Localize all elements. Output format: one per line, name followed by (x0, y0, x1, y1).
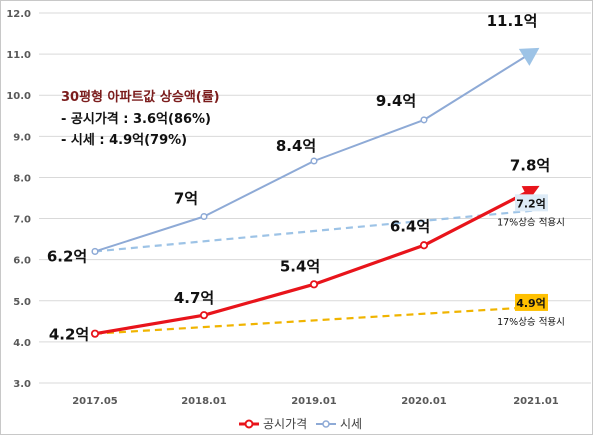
projection-label-box (515, 194, 548, 212)
data-label: 6.2억 (47, 247, 87, 265)
data-point (200, 212, 208, 221)
annotation-line-2: - 시세 : 4.9억(79%) (61, 133, 187, 148)
legend-marker-official-price (244, 419, 254, 429)
data-point (419, 241, 429, 250)
data-point (91, 247, 99, 255)
data-point (420, 116, 428, 124)
projection-label: 4.9억 (516, 297, 546, 310)
data-label: 11.1억 (487, 12, 538, 30)
series-arrowhead (521, 185, 540, 201)
legend-label-official-price: 공시가격 (263, 417, 307, 431)
projection-label: 7.2억 (516, 197, 546, 210)
series-arrowhead (518, 47, 540, 66)
data-point (309, 280, 319, 289)
legend-marker-market-price (322, 420, 330, 428)
y-tick-label: 10.0 (6, 91, 31, 102)
x-tick-label: 2017.05 (72, 396, 118, 407)
annotation-line-1: - 공시가격 : 3.6억(86%) (61, 112, 211, 127)
series-lines (90, 47, 540, 338)
projection-note: 17%상승 적용시 (497, 316, 565, 328)
y-tick-label: 6.0 (13, 256, 31, 267)
x-tick-label: 2020.01 (401, 396, 447, 407)
x-tick-label: 2018.01 (181, 396, 227, 407)
legend-label-market-price: 시세 (340, 417, 362, 431)
data-label: 9.4억 (376, 92, 416, 110)
y-tick-label: 3.0 (13, 379, 31, 390)
y-axis-ticks: 3.0 4.0 5.0 6.0 7.0 8.0 9.0 10.0 11.0 12.0 (6, 9, 31, 390)
projection-label-box (515, 293, 548, 311)
annotation-box: 30평형 아파트값 상승액(률) - 공시가격 : 3.6억(86%) - 시세… (61, 89, 220, 148)
projection-note: 17%상승 적용시 (497, 216, 565, 228)
data-point (90, 329, 100, 338)
legend-item-market-price[interactable]: 시세 (316, 417, 362, 431)
data-point (199, 311, 209, 320)
y-tick-label: 5.0 (13, 297, 31, 308)
projection-lines (94, 209, 537, 335)
data-label: 4.7억 (174, 289, 214, 307)
y-tick-label: 9.0 (13, 132, 31, 143)
y-tick-label: 11.0 (6, 50, 31, 61)
y-tick-label: 12.0 (6, 9, 31, 20)
y-tick-label: 4.0 (13, 338, 31, 349)
data-label: 8.4억 (276, 137, 316, 155)
data-point (310, 157, 318, 165)
data-label: 7억 (174, 190, 198, 208)
projection-line (94, 305, 537, 335)
legend: 공시가격 시세 (239, 417, 362, 431)
x-tick-label: 2019.01 (291, 396, 337, 407)
projection-line (94, 209, 537, 253)
data-labels: 4.2억 4.7억 5.4억 6.4억 7.8억 6.2억 7억 8.4억 9.4억 11.1억 (47, 12, 550, 344)
legend-item-official-price[interactable]: 공시가격 (239, 417, 307, 431)
data-label: 6.4억 (390, 217, 430, 235)
grid-lines (39, 12, 591, 384)
y-tick-label: 7.0 (13, 215, 31, 226)
y-tick-label: 8.0 (13, 173, 31, 184)
x-axis-ticks: 2017.05 2018.01 2019.01 2020.01 2021.01 (72, 396, 559, 407)
data-label: 7.8억 (510, 157, 550, 175)
projection-labels: 4.9억 17%상승 적용시 7.2억 17%상승 적용시 (497, 194, 565, 328)
annotation-title: 30평형 아파트값 상승액(률) (61, 89, 220, 105)
data-label: 5.4억 (280, 257, 320, 275)
data-label: 4.2억 (49, 326, 89, 344)
x-tick-label: 2021.01 (513, 396, 559, 407)
